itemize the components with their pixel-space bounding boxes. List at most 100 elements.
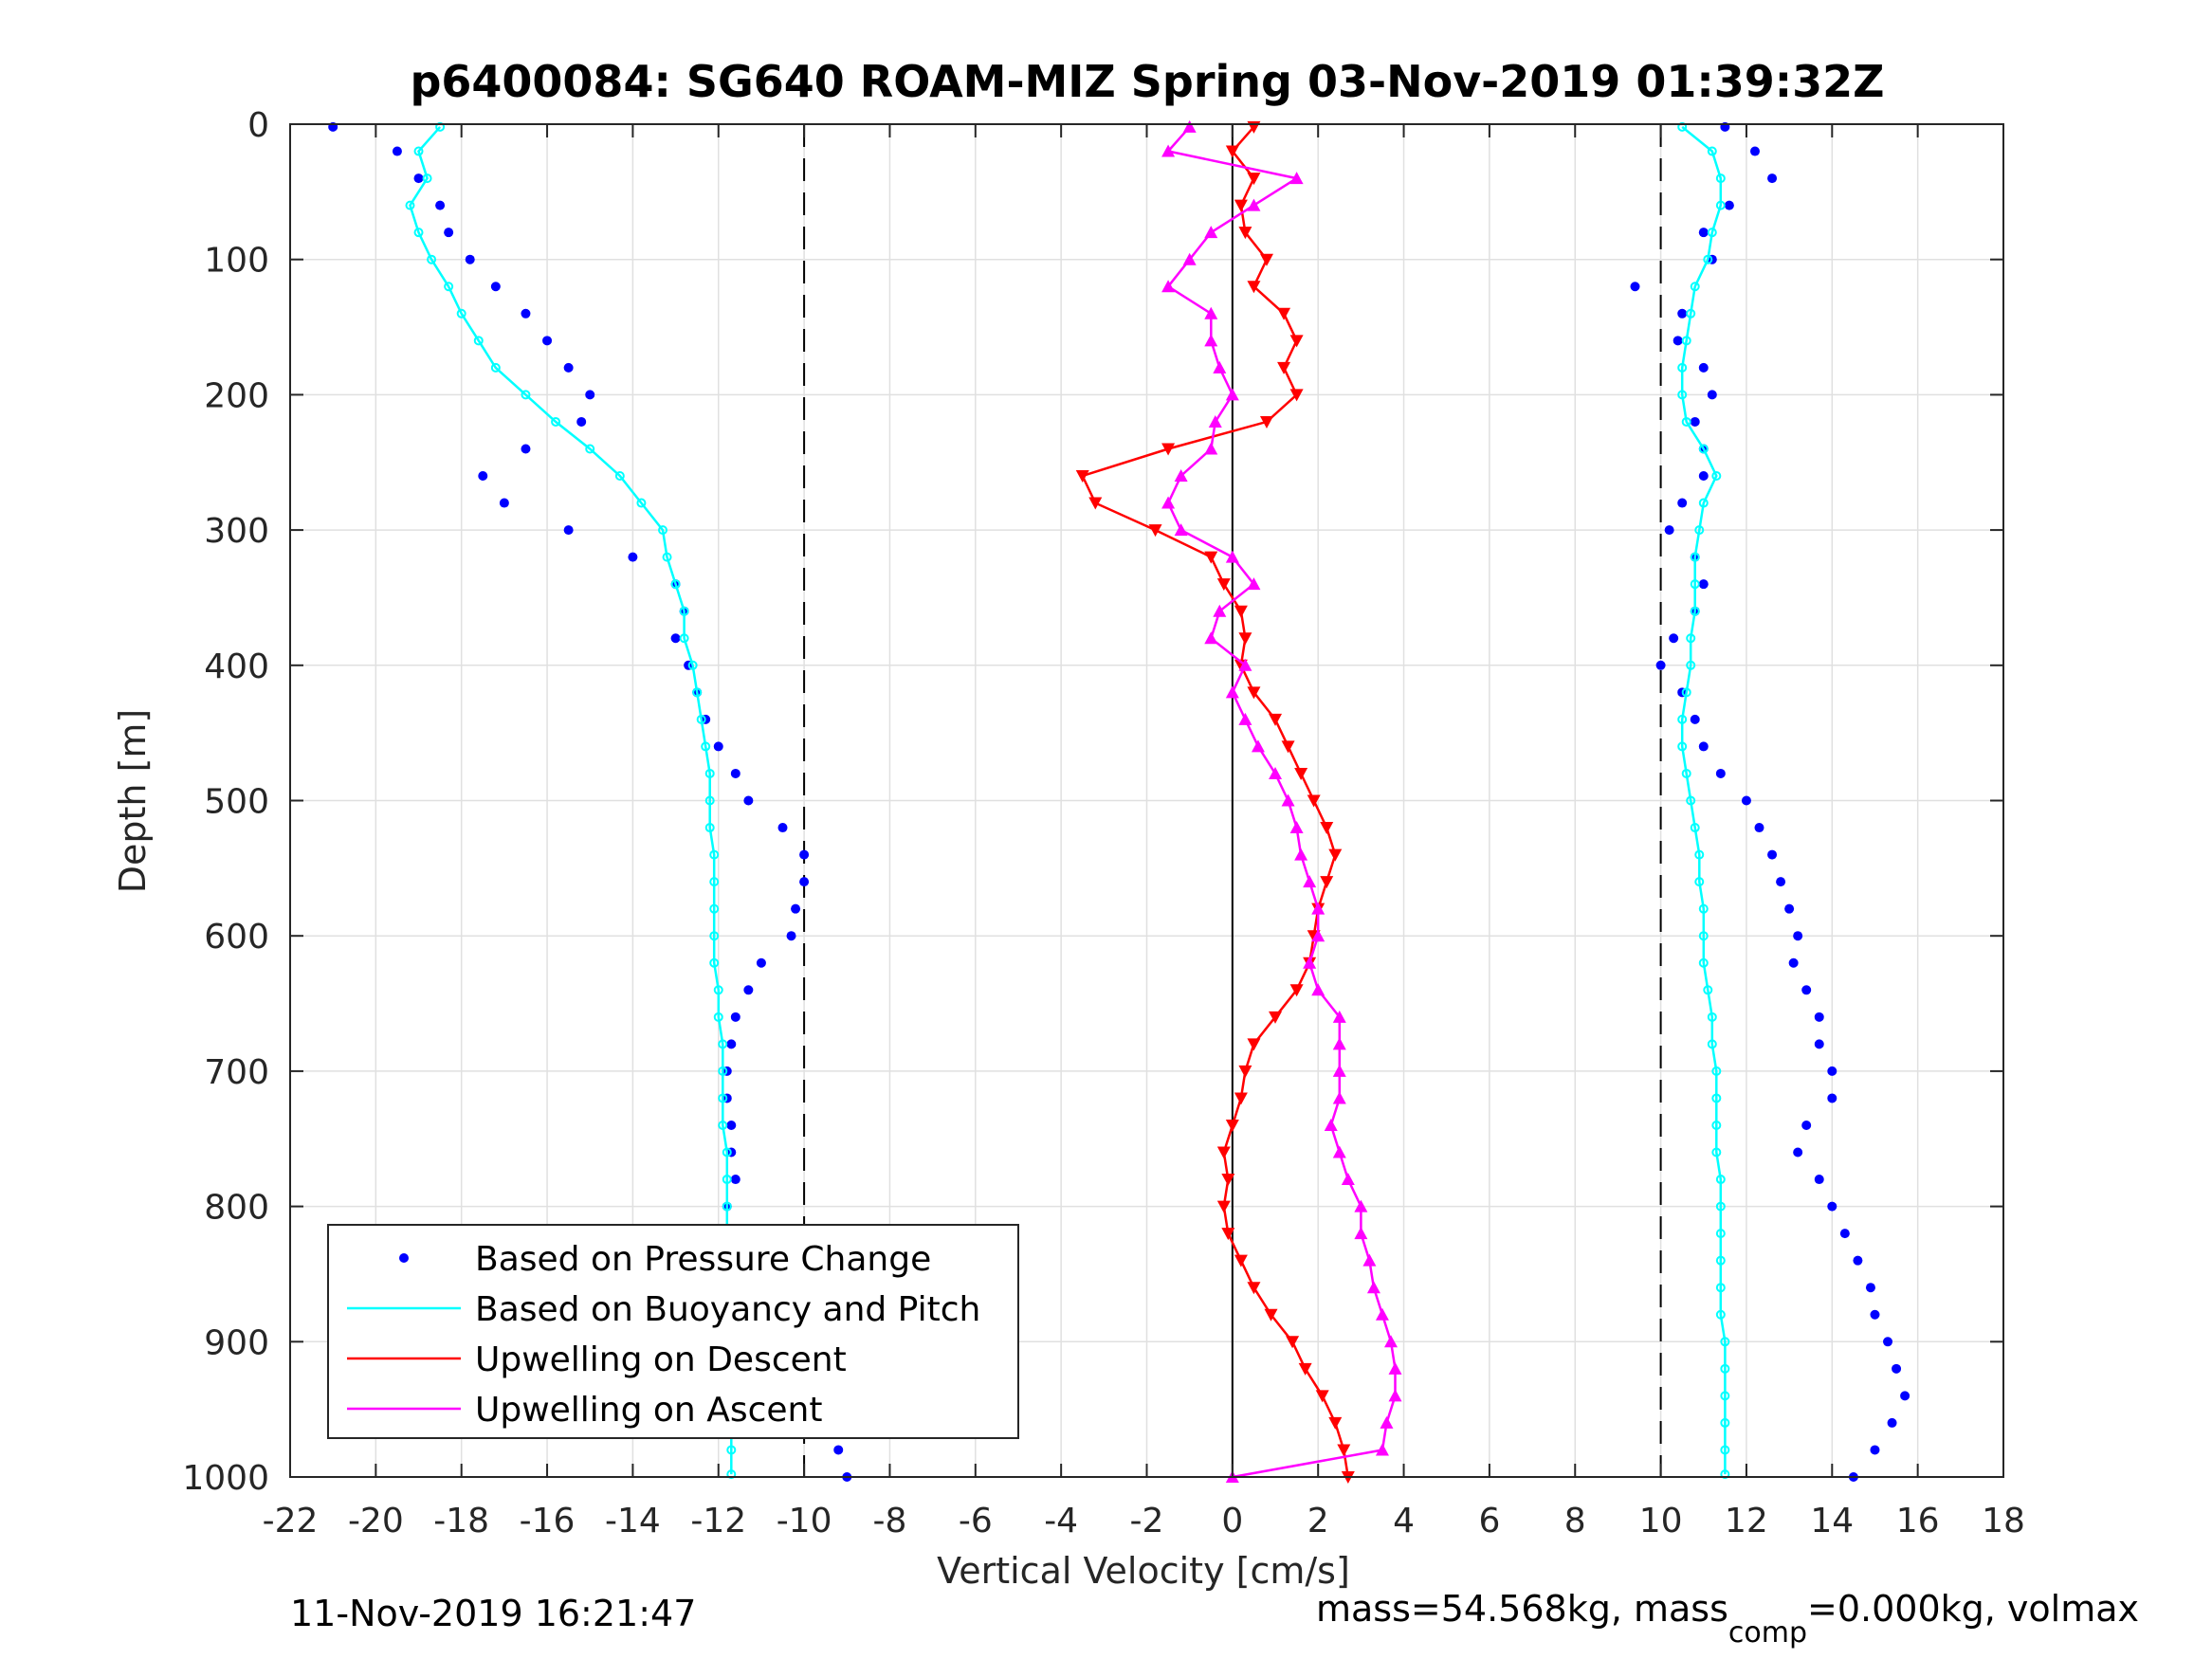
data-point bbox=[1289, 984, 1304, 997]
data-point bbox=[1362, 1253, 1377, 1267]
data-point bbox=[1694, 877, 1705, 887]
data-point bbox=[490, 362, 501, 373]
data-point bbox=[799, 849, 810, 860]
data-point bbox=[1715, 1175, 1726, 1185]
data-point bbox=[1673, 336, 1683, 346]
data-point bbox=[713, 1012, 723, 1022]
data-point bbox=[1161, 496, 1176, 509]
data-point bbox=[1827, 1201, 1837, 1212]
data-point bbox=[1375, 1307, 1389, 1321]
y-tick-label: 700 bbox=[204, 1053, 269, 1092]
data-point bbox=[730, 1012, 740, 1022]
data-point bbox=[1332, 1145, 1346, 1158]
data-point bbox=[1784, 903, 1795, 914]
data-point bbox=[1174, 523, 1188, 537]
data-point bbox=[1225, 685, 1239, 699]
data-point bbox=[1269, 713, 1283, 726]
data-point bbox=[427, 254, 437, 264]
data-point bbox=[1315, 1390, 1329, 1403]
data-point bbox=[422, 173, 432, 184]
data-point bbox=[1690, 714, 1700, 724]
data-point bbox=[718, 1120, 728, 1130]
data-point bbox=[1681, 768, 1691, 778]
data-point bbox=[1286, 1336, 1300, 1349]
data-point bbox=[1259, 253, 1273, 266]
data-point bbox=[499, 498, 509, 508]
data-point bbox=[1088, 497, 1103, 510]
x-tick-label: -20 bbox=[348, 1502, 404, 1540]
data-point bbox=[1328, 1416, 1343, 1430]
data-point bbox=[521, 444, 531, 454]
data-point bbox=[687, 660, 698, 670]
x-tick-label: 16 bbox=[1896, 1502, 1940, 1540]
data-point bbox=[1870, 1445, 1880, 1455]
data-point bbox=[756, 957, 766, 968]
data-point bbox=[1303, 956, 1317, 969]
data-point bbox=[791, 903, 801, 914]
x-tick-label: -10 bbox=[777, 1502, 832, 1540]
data-point bbox=[722, 1201, 732, 1212]
data-point bbox=[636, 498, 647, 508]
data-point bbox=[1801, 985, 1812, 995]
data-point bbox=[730, 768, 740, 778]
x-tick-label: 10 bbox=[1639, 1502, 1683, 1540]
data-point bbox=[1749, 146, 1760, 156]
data-point bbox=[1698, 931, 1709, 941]
data-point bbox=[1694, 849, 1705, 860]
data-point bbox=[1703, 985, 1713, 995]
data-point bbox=[1669, 633, 1679, 644]
data-point bbox=[1711, 1066, 1722, 1076]
x-tick-label: -14 bbox=[605, 1502, 661, 1540]
legend-label: Based on Buoyancy and Pitch bbox=[475, 1290, 980, 1329]
data-point bbox=[726, 1039, 737, 1049]
data-point bbox=[1204, 551, 1218, 564]
data-point bbox=[1332, 1091, 1346, 1104]
data-point bbox=[456, 308, 466, 319]
data-point bbox=[1698, 444, 1709, 454]
data-point bbox=[1767, 173, 1778, 184]
data-point bbox=[1324, 1118, 1338, 1131]
ticks: -22 -20 -18 -16 -14 -12 -10 -8 -6 -4 -2 0 2 4 6 8 10 12 14… bbox=[182, 106, 2025, 1540]
data-point bbox=[709, 957, 720, 968]
x-tick-label: 2 bbox=[1307, 1502, 1329, 1540]
data-point bbox=[1247, 1282, 1261, 1295]
data-point bbox=[1247, 577, 1261, 591]
data-point bbox=[1264, 1308, 1278, 1322]
data-point bbox=[1690, 579, 1700, 590]
data-point bbox=[1380, 1415, 1394, 1429]
data-point bbox=[1221, 1174, 1235, 1187]
data-point bbox=[563, 525, 574, 536]
legend-box bbox=[327, 1224, 1019, 1439]
data-point bbox=[1238, 658, 1252, 671]
data-point bbox=[1741, 795, 1751, 806]
y-axis-label: Depth [m] bbox=[112, 709, 154, 894]
data-point bbox=[1698, 471, 1709, 482]
data-point bbox=[692, 687, 703, 698]
data-point bbox=[1698, 579, 1709, 590]
y-tick-label: 0 bbox=[247, 106, 269, 145]
data-point bbox=[585, 444, 595, 454]
data-point bbox=[1238, 632, 1252, 646]
x-tick-label: 14 bbox=[1810, 1502, 1854, 1540]
data-point bbox=[1690, 823, 1700, 833]
data-point bbox=[704, 795, 715, 806]
data-point bbox=[696, 714, 706, 724]
data-point bbox=[722, 1175, 732, 1185]
data-point bbox=[1234, 1254, 1248, 1267]
data-point bbox=[1720, 1469, 1730, 1480]
data-point bbox=[1801, 1120, 1812, 1130]
data-point bbox=[392, 146, 402, 156]
y-tick-label: 800 bbox=[204, 1189, 269, 1228]
data-point bbox=[786, 931, 796, 941]
series-line bbox=[1080, 126, 1350, 1478]
data-point bbox=[1281, 740, 1295, 754]
data-point bbox=[1182, 252, 1197, 265]
data-point bbox=[1161, 280, 1176, 293]
data-point bbox=[1677, 390, 1688, 400]
data-point bbox=[1225, 550, 1239, 563]
data-point bbox=[521, 390, 531, 400]
data-point bbox=[614, 471, 625, 482]
data-point bbox=[1686, 308, 1696, 319]
series-line bbox=[1165, 126, 1397, 1479]
data-point bbox=[1307, 794, 1321, 808]
